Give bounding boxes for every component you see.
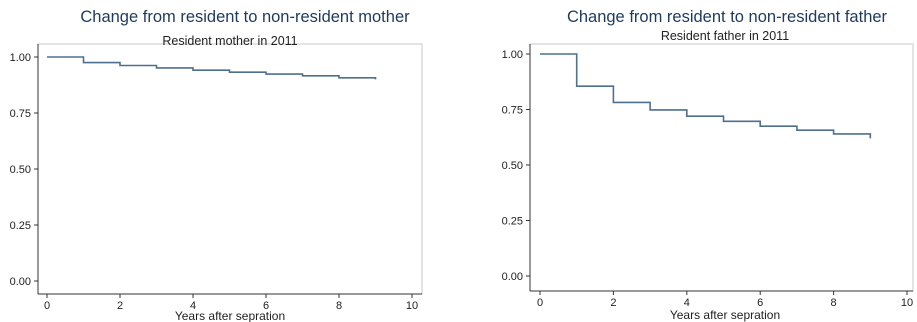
survival-step-line [540, 53, 872, 139]
y-tick-label: 0.25 [10, 220, 31, 232]
x-tick-label: 4 [190, 300, 196, 312]
x-axis-label: Years after sepration [175, 309, 285, 322]
y-tick-label: 0.00 [10, 276, 31, 288]
survival-step-line [47, 56, 377, 80]
y-tick-label: 0.50 [10, 164, 31, 176]
x-tick-label: 2 [610, 297, 616, 309]
y-axis: 0.00 0.25 0.50 0.75 1.00 [502, 44, 531, 291]
x-axis: 0 2 4 6 8 10 [530, 290, 913, 309]
series-group [540, 53, 872, 139]
y-tick-label: 1.00 [10, 52, 31, 64]
x-axis: 0 2 4 6 8 10 [38, 293, 422, 312]
y-tick-label: 0.25 [502, 216, 523, 228]
x-tick-label: 4 [684, 297, 690, 309]
x-tick-label: 8 [336, 300, 342, 312]
plot-area [529, 43, 914, 292]
x-tick-label: 10 [901, 297, 913, 309]
chart-subtitle: Resident father in 2011 [661, 29, 789, 43]
y-tick-label: 0.75 [10, 108, 31, 120]
x-axis-label: Years after sepration [670, 308, 780, 322]
chart-panel-father: Change from resident to non-resident fat… [502, 8, 914, 322]
y-tick-label: 0.50 [502, 160, 523, 172]
chart-subtitle: Resident mother in 2011 [162, 34, 297, 48]
x-tick-label: 10 [406, 300, 418, 312]
chart-panel-mother: Change from resident to non-resident mot… [10, 8, 423, 322]
x-tick-label: 0 [44, 300, 50, 312]
series-group [47, 56, 377, 80]
y-tick-label: 0.00 [502, 271, 523, 283]
x-tick-label: 0 [537, 297, 543, 309]
x-tick-label: 8 [831, 297, 837, 309]
x-tick-label: 2 [117, 300, 123, 312]
y-axis: 0.00 0.25 0.50 0.75 1.00 [10, 44, 39, 294]
x-tick-label: 6 [263, 300, 269, 312]
y-tick-label: 0.75 [502, 105, 523, 117]
plot-area [37, 43, 423, 295]
x-tick-label: 6 [757, 297, 763, 309]
chart-title: Change from resident to non-resident fat… [567, 8, 888, 26]
chart-title: Change from resident to non-resident mot… [80, 8, 410, 26]
y-tick-label: 1.00 [502, 49, 523, 61]
